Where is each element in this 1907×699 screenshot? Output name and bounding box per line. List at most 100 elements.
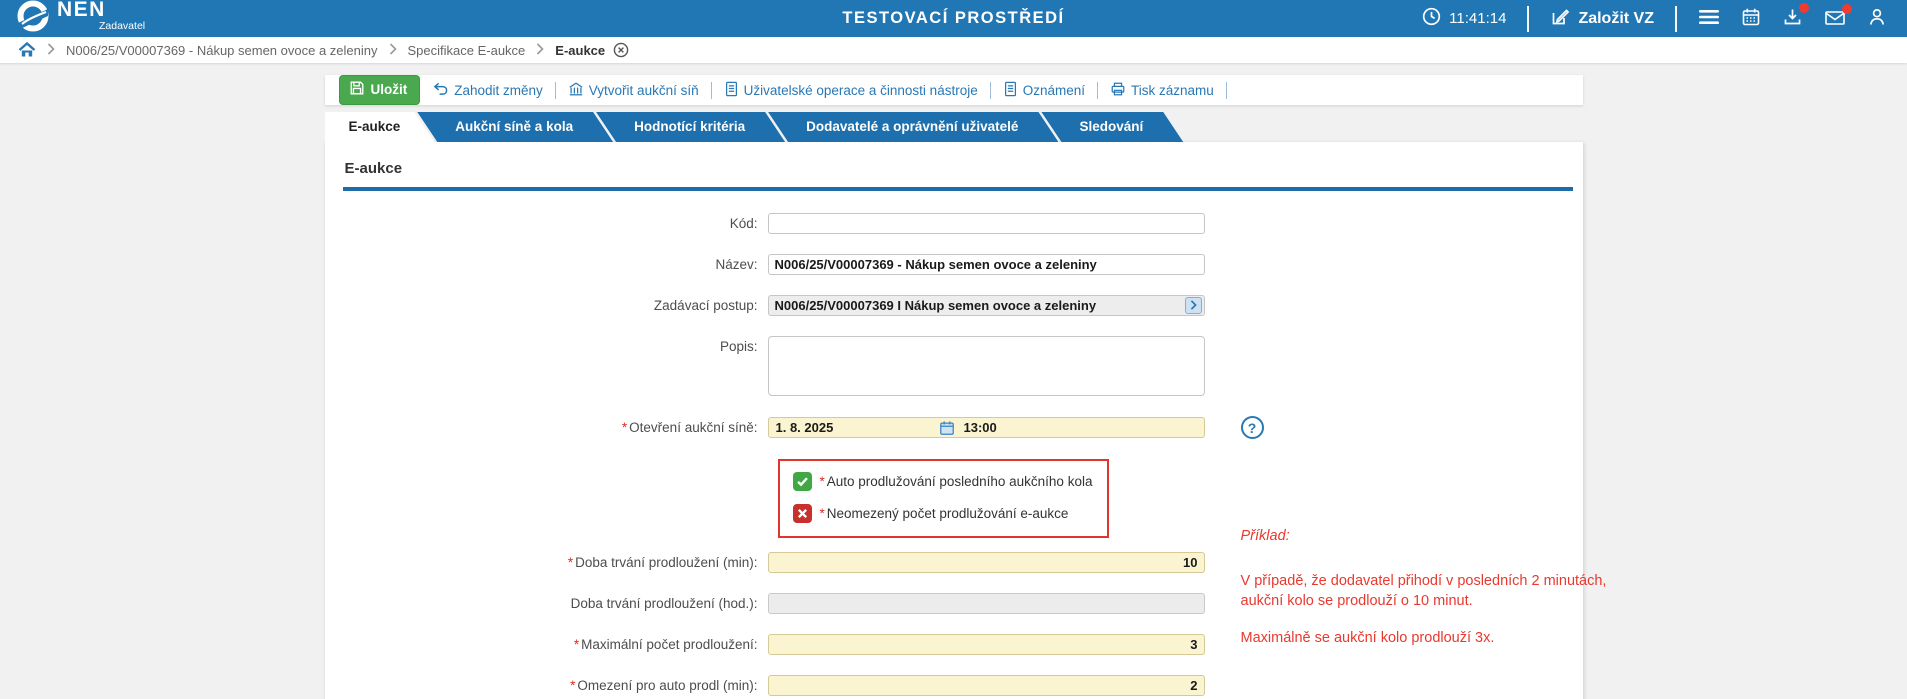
kod-input[interactable] xyxy=(767,213,1205,234)
user-operations-button[interactable]: Uživatelské operace a činnosti nástroje xyxy=(724,81,978,100)
max-pocet-input[interactable] xyxy=(767,634,1205,655)
record-toolbar: Uložit Zahodit změny Vytvořit aukční síň xyxy=(324,75,1583,105)
create-auction-hall-label: Vytvořit aukční síň xyxy=(588,82,699,98)
download-icon xyxy=(1782,7,1803,30)
toolbar-divider xyxy=(989,81,991,99)
calendar-button[interactable] xyxy=(1741,7,1761,30)
toolbar-divider xyxy=(554,81,556,99)
breadcrumb-item-specification[interactable]: Specifikace E-aukce xyxy=(407,42,526,58)
notification-badge xyxy=(1842,3,1852,14)
omezeni-input[interactable] xyxy=(767,675,1205,696)
toolbar-divider xyxy=(710,81,712,99)
help-icon[interactable]: ? xyxy=(1240,416,1264,439)
app-header: NEN Zadavatel TESTOVACÍ PROSTŘEDÍ 11:41:… xyxy=(0,0,1907,37)
create-auction-hall-button[interactable]: Vytvořit aukční síň xyxy=(568,81,699,100)
nen-logo[interactable]: NEN Zadavatel xyxy=(16,0,145,38)
menu-button[interactable] xyxy=(1698,8,1720,29)
user-profile-button[interactable] xyxy=(1867,7,1887,30)
nazev-label: Název: xyxy=(715,257,758,272)
calendar-icon xyxy=(1741,7,1761,30)
toolbar-divider xyxy=(1225,81,1227,99)
neomezeny-pocet-row: * Neomezený počet prodlužování e-aukce xyxy=(792,504,1093,523)
print-record-button[interactable]: Tisk záznamu xyxy=(1110,81,1214,100)
clock-icon xyxy=(1422,7,1441,31)
breadcrumb-item-procedure[interactable]: N006/25/V00007369 - Nákup semen ovoce a … xyxy=(66,42,378,58)
example-line-1: V případě, že dodavatel přihodí v posled… xyxy=(1240,572,1607,610)
environment-title: TESTOVACÍ PROSTŘEDÍ xyxy=(842,9,1065,27)
tab-sledovani[interactable]: Sledování xyxy=(1041,112,1183,142)
auction-hall-icon xyxy=(568,81,584,100)
tab-hodnotici-kriteria[interactable]: Hodnotící kritéria xyxy=(596,112,785,142)
downloads-button[interactable] xyxy=(1782,3,1809,30)
required-asterisk: * xyxy=(621,420,628,435)
nen-swoosh-icon xyxy=(16,0,50,38)
document-icon xyxy=(724,81,739,100)
otevreni-datetime-field[interactable]: 1. 8. 2025 13:00 xyxy=(767,417,1205,438)
user-operations-label: Uživatelské operace a činnosti nástroje xyxy=(743,82,978,98)
header-divider xyxy=(1527,5,1530,32)
tab-e-aukce[interactable]: E-aukce xyxy=(325,112,435,142)
chevron-right-icon xyxy=(389,42,397,58)
close-breadcrumb-icon[interactable] xyxy=(613,42,629,58)
doba-hod-label: Doba trvání prodloužení (hod.): xyxy=(570,596,758,611)
popis-label: Popis: xyxy=(719,339,758,354)
otevreni-time-value[interactable]: 13:00 xyxy=(963,420,997,435)
auction-flags-highlight-box: * Auto prodlužování posledního aukčního k… xyxy=(777,459,1110,538)
checkbox-crossed-icon[interactable] xyxy=(792,504,812,523)
user-icon xyxy=(1867,7,1887,30)
brand-name: NEN xyxy=(57,0,106,21)
tab-dodavatele-a-opravneni-uzivatele[interactable]: Dodavatelé a oprávnění uživatelé xyxy=(768,112,1058,142)
edit-icon xyxy=(1550,7,1570,30)
e-aukce-form: Kód: Název: Zadávací postup: N006/25/V00… xyxy=(343,213,1573,696)
page-background: Uložit Zahodit změny Vytvořit aukční síň xyxy=(0,63,1907,699)
create-vz-label: Založit VZ xyxy=(1578,9,1654,27)
example-note: Příklad: V případě, že dodavatel přihodí… xyxy=(1241,526,1611,664)
notification-badge xyxy=(1799,3,1809,13)
max-pocet-label: * Maximální počet prodloužení: xyxy=(573,637,758,652)
floppy-icon xyxy=(349,80,365,99)
breadcrumb: N006/25/V00007369 - Nákup semen ovoce a … xyxy=(0,37,1907,63)
clock-time: 11:41:14 xyxy=(1449,10,1507,27)
tab-bar: E-aukce Aukční síně a kola Hodnotící kri… xyxy=(325,112,1583,142)
kod-label: Kód: xyxy=(729,216,758,231)
home-icon[interactable] xyxy=(18,42,36,58)
discard-changes-label: Zahodit změny xyxy=(454,82,543,98)
doba-min-label: * Doba trvání prodloužení (min): xyxy=(567,555,758,570)
printer-icon xyxy=(1110,81,1126,100)
zadavaci-postup-field: N006/25/V00007369 I Nákup semen ovoce a … xyxy=(767,295,1205,316)
save-button[interactable]: Uložit xyxy=(338,75,421,105)
document-icon xyxy=(1003,81,1018,100)
header-divider xyxy=(1675,5,1677,32)
auto-prodluzovani-label: * Auto prodlužování posledního aukčního k… xyxy=(819,474,1093,489)
doba-min-input[interactable] xyxy=(767,552,1205,573)
example-line-2: Maximálně se aukční kolo prodlouží 3x. xyxy=(1240,629,1495,646)
section-title: E-aukce xyxy=(342,156,1573,191)
omezeni-label: * Omezení pro auto prodl (min): xyxy=(570,678,758,693)
zadavaci-postup-value: N006/25/V00007369 I Nákup semen ovoce a … xyxy=(774,298,1097,313)
doba-hod-input xyxy=(767,593,1205,614)
print-record-label: Tisk záznamu xyxy=(1131,82,1214,98)
tab-aukcni-sine-a-kola[interactable]: Aukční síně a kola xyxy=(417,112,613,142)
announcements-button[interactable]: Oznámení xyxy=(1003,81,1085,100)
open-zadavaci-postup-button[interactable] xyxy=(1184,297,1202,314)
undo-icon xyxy=(432,81,449,99)
brand-subtitle: Zadavatel xyxy=(99,20,146,32)
create-vz-button[interactable]: Založit VZ xyxy=(1550,7,1654,30)
chevron-right-icon xyxy=(536,42,544,58)
hamburger-icon xyxy=(1698,8,1720,29)
breadcrumb-item-current: E-aukce xyxy=(555,42,606,58)
messages-button[interactable] xyxy=(1824,3,1852,30)
discard-changes-button[interactable]: Zahodit změny xyxy=(432,81,543,99)
server-clock: 11:41:14 xyxy=(1422,7,1506,31)
neomezeny-pocet-label: * Neomezený počet prodlužování e-aukce xyxy=(819,506,1069,521)
otevreni-date-value[interactable]: 1. 8. 2025 xyxy=(775,420,834,435)
nazev-input[interactable] xyxy=(767,254,1205,275)
popis-textarea[interactable] xyxy=(767,336,1205,396)
toolbar-divider xyxy=(1097,81,1098,99)
zadavaci-postup-label: Zadávací postup: xyxy=(653,298,758,313)
chevron-right-icon xyxy=(1190,298,1197,313)
auto-prodluzovani-row: * Auto prodlužování posledního aukčního k… xyxy=(792,472,1093,491)
date-picker-calendar-icon[interactable] xyxy=(939,420,955,436)
mail-icon xyxy=(1824,8,1846,30)
checkbox-checked-icon[interactable] xyxy=(792,472,812,491)
